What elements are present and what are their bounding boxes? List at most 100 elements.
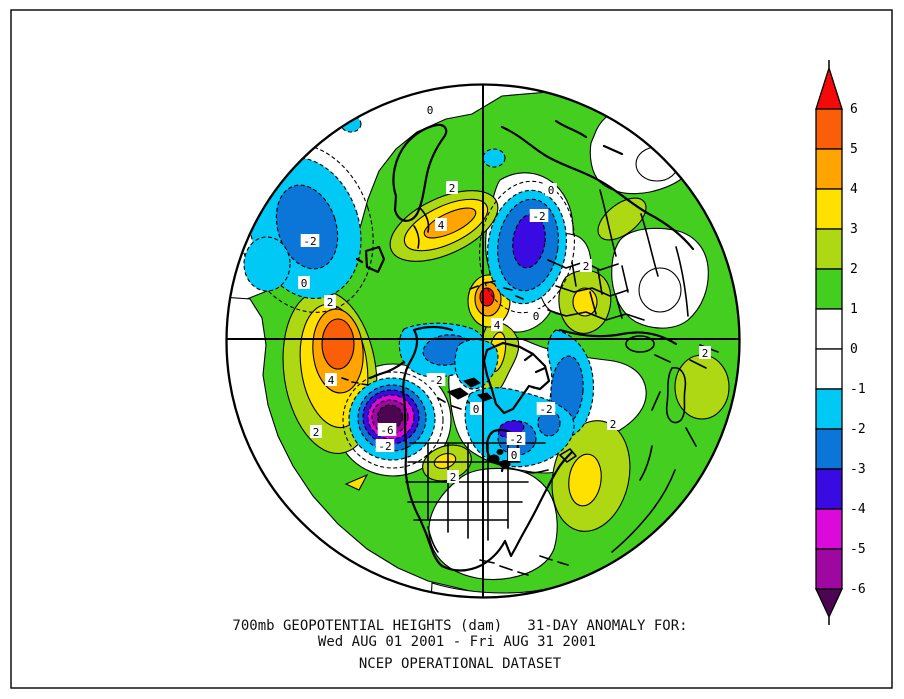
contour-label-box xyxy=(447,470,459,483)
us-ridge-3dam-core xyxy=(433,452,457,470)
colorbar-tick-label: -4 xyxy=(850,502,866,517)
caribbean-islands xyxy=(479,555,569,576)
colorbar-segment-3-yellow_green xyxy=(815,228,843,270)
contour-label-box xyxy=(426,373,446,386)
contour-label: 2 xyxy=(450,471,457,484)
colorbar-segment-1-orange xyxy=(815,148,843,190)
contour-label: 2 xyxy=(583,260,590,273)
contour-label: 2 xyxy=(327,296,334,309)
contour-label-box xyxy=(699,346,711,359)
contour-label: 0 xyxy=(473,403,480,416)
alaska-coast xyxy=(368,325,454,380)
contour-label-box xyxy=(530,309,542,322)
contour-label: -2 xyxy=(429,374,442,387)
contour-label-box xyxy=(470,402,482,415)
contour-label-box xyxy=(491,318,503,331)
contour-label-box xyxy=(325,373,337,386)
baltic-coast xyxy=(413,207,430,249)
siberia-low-minus2-core xyxy=(275,184,339,270)
colorbar-segment-8-blue xyxy=(815,428,843,470)
baja-coast xyxy=(427,526,439,553)
colorbar-segment-5-white xyxy=(815,308,843,350)
contour-label: 2 xyxy=(610,418,617,431)
colorbar-segment-11-purple xyxy=(815,548,843,590)
newfoundland-stlawrence xyxy=(525,448,577,474)
contour-label: 0 xyxy=(427,104,434,117)
colorbar-tick-label: 2 xyxy=(850,262,858,277)
colorbar-tick-label: 4 xyxy=(850,182,858,197)
contour-label: -2 xyxy=(539,403,552,416)
colorbar-tick-label: 6 xyxy=(850,102,858,117)
pacific-high-5dam-core xyxy=(321,318,355,370)
alaska-low-minus1-contour xyxy=(342,371,444,469)
colorbar-segment-10-magenta xyxy=(815,508,843,550)
contour-label-box xyxy=(545,183,557,196)
siberian-arctic-coast xyxy=(500,119,695,251)
contour-label: -2 xyxy=(303,235,316,248)
black-sea-outline xyxy=(625,335,655,353)
colorbar-tick-label: -2 xyxy=(850,422,866,437)
contour-label-box xyxy=(298,276,310,289)
colorbar-tick-label: -5 xyxy=(850,542,866,557)
polar-low-minus1-contour xyxy=(479,180,575,314)
caspian-ridge-2dam xyxy=(674,354,730,420)
small-pacific-spot xyxy=(344,473,369,491)
atlantic-ridge-3dam-core xyxy=(568,453,602,507)
colorbar-tick-label: -6 xyxy=(850,582,866,597)
contour-label-box xyxy=(508,448,520,461)
contour-label: 2 xyxy=(313,426,320,439)
map-boundary-circle xyxy=(225,83,741,599)
greenland-coast xyxy=(482,341,551,415)
scandinavia-coast xyxy=(392,123,448,222)
contour-label-box xyxy=(375,439,395,452)
aleutian-islands xyxy=(341,377,369,386)
closed-zero-contour-russia xyxy=(638,267,682,313)
svalbard-islands xyxy=(469,280,524,300)
colorbar-segment-0-orange_red xyxy=(815,108,843,150)
siberia-low-secondary xyxy=(243,236,291,292)
positive-anomaly-centers xyxy=(282,190,730,532)
contour-label-box xyxy=(324,295,336,308)
contour-label: 2 xyxy=(702,347,709,360)
contour-label-box xyxy=(529,209,549,222)
colorbar-segment-2-yellow xyxy=(815,188,843,230)
contour-label: 4 xyxy=(328,374,335,387)
colorbar-segment-6-white xyxy=(815,348,843,390)
colorbar-tick-label: -3 xyxy=(850,462,866,477)
colorbar-tick-label: 1 xyxy=(850,302,858,317)
plot-title-line3: NCEP OPERATIONAL DATASET xyxy=(359,656,562,672)
us-state-borders xyxy=(405,442,546,541)
colorbar-tick-label: 0 xyxy=(850,342,858,357)
british-isles-coast xyxy=(355,245,386,274)
contour-label: 0 xyxy=(548,184,555,197)
colorbar-segments xyxy=(815,108,843,590)
small-cyan-spot-barents xyxy=(482,148,506,168)
white-region-west-russia xyxy=(611,227,709,329)
contour-label: -2 xyxy=(532,210,545,223)
contour-label: 0 xyxy=(511,449,518,462)
plot-title-line1: 700mb GEOPOTENTIAL HEIGHTS (dam) 31-DAY … xyxy=(232,618,687,634)
north-america-west-coast xyxy=(402,328,444,568)
colorbar-labels: 6 5 4 3 2 1 0 -1 -2 -3 -4 -5 -6 xyxy=(850,102,866,597)
colorbar: 6 5 4 3 2 1 0 -1 -2 -3 -4 -5 -6 xyxy=(814,60,866,625)
contour-label: 4 xyxy=(438,219,445,232)
contour-label: -6 xyxy=(380,424,393,437)
contour-label-box xyxy=(506,432,526,445)
colorbar-segment-7-cyan xyxy=(815,388,843,430)
contour-label: 0 xyxy=(301,277,308,290)
contour-label: -2 xyxy=(509,433,522,446)
colorbar-segment-9-indigo xyxy=(815,468,843,510)
mediterranean-coast xyxy=(558,328,678,346)
russia-borders xyxy=(599,189,689,317)
contour-label: 0 xyxy=(533,310,540,323)
contour-label-box xyxy=(435,218,447,231)
contour-label: 2 xyxy=(449,182,456,195)
colorbar-tick-label: 3 xyxy=(850,222,858,237)
contour-label: -2 xyxy=(378,440,391,453)
contour-label-box xyxy=(607,417,619,430)
contour-label-box xyxy=(580,259,592,272)
plot-title-line2: Wed AUG 01 2001 - Fri AUG 31 2001 xyxy=(318,634,596,650)
